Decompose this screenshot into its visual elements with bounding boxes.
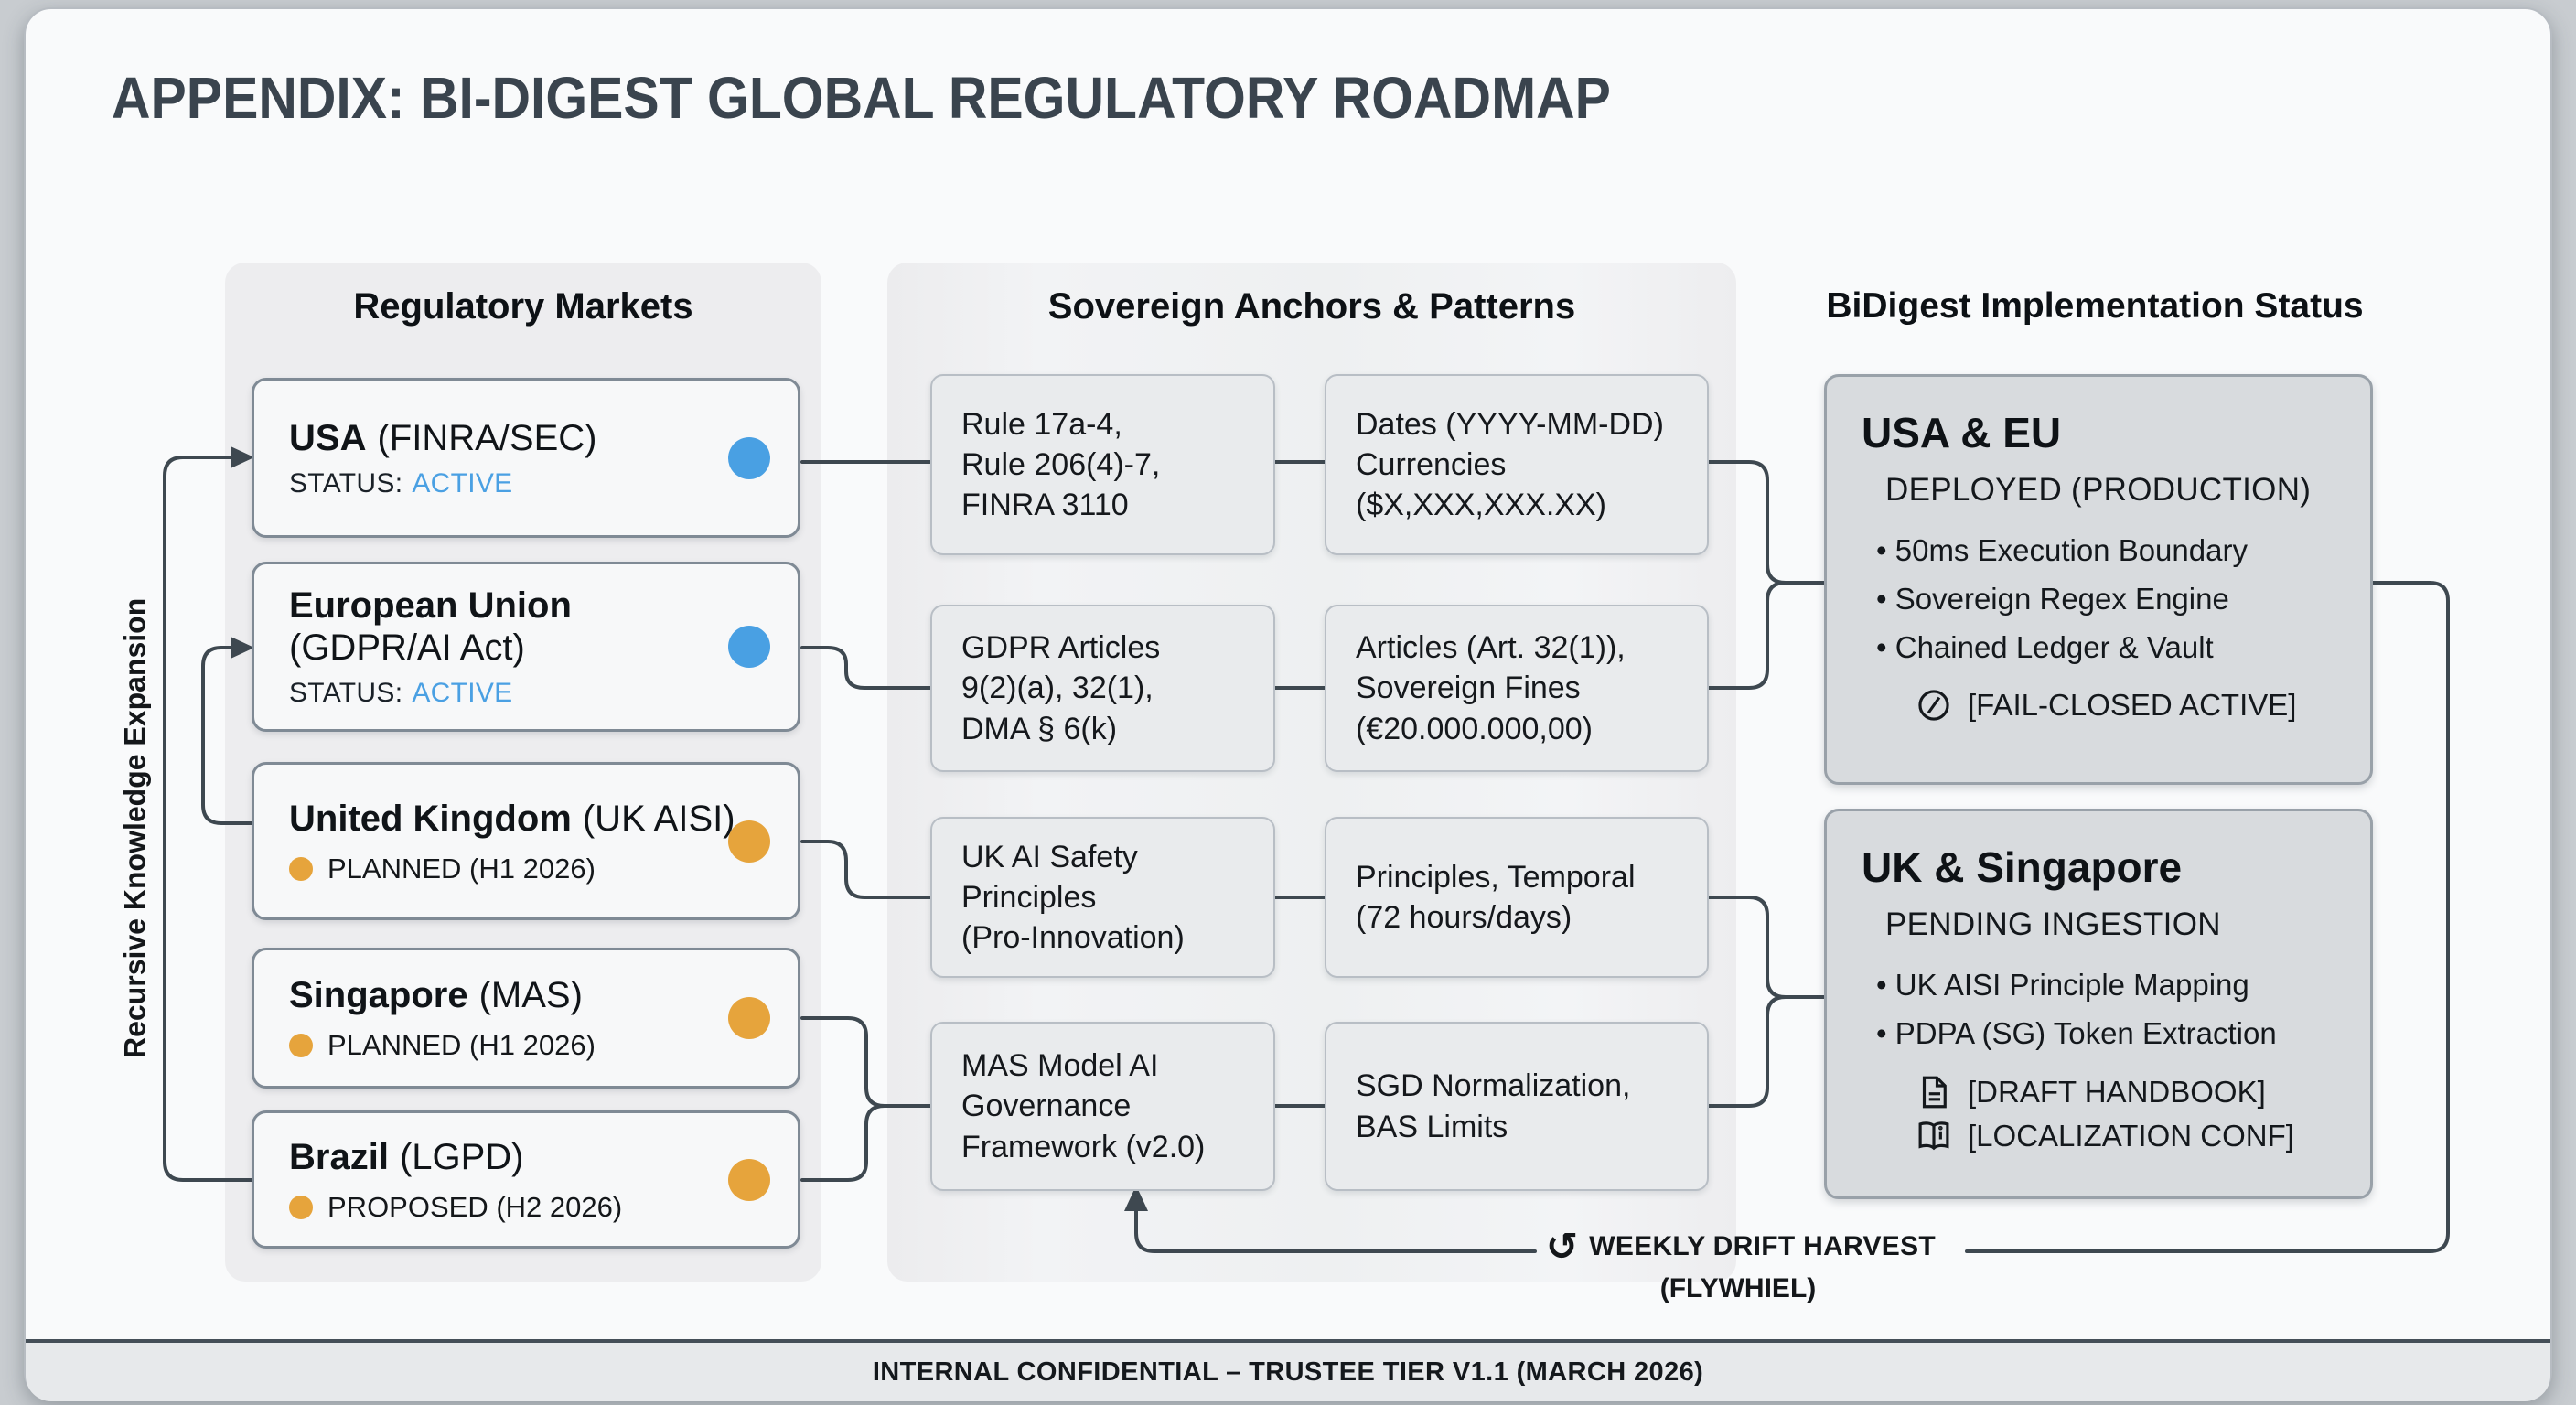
market-singapore-plan: PLANNED (H1 2026): [289, 1029, 798, 1062]
market-brazil-plan: PROPOSED (H2 2026): [289, 1191, 798, 1224]
anchor-box-uk: UK AI Safety Principles (Pro-Innovation): [930, 817, 1275, 978]
market-usa: USA (FINRA/SEC) STATUS: ACTIVE: [252, 378, 800, 538]
sovereign-anchors-header: Sovereign Anchors & Patterns: [1047, 286, 1576, 327]
market-eu: European Union (GDPR/AI Act) STATUS: ACTI…: [252, 562, 800, 732]
card-bullet: 50ms Execution Boundary: [1876, 527, 2335, 575]
pattern-box-usa: Dates (YYYY-MM-DD) Currencies ($X,XXX,XX…: [1325, 374, 1709, 555]
card-title: USA & EU: [1862, 409, 2062, 456]
market-usa-status: STATUS: ACTIVE: [289, 467, 513, 499]
footer: INTERNAL CONFIDENTIAL – TRUSTEE TIER V1.…: [26, 1339, 2550, 1401]
card-bullet: Chained Ledger & Vault: [1876, 624, 2335, 672]
pattern-box-sg-br: SGD Normalization, BAS Limits: [1325, 1022, 1709, 1191]
planned-bullet-dot: [289, 1034, 313, 1057]
market-eu-title: European Union: [289, 585, 572, 626]
card-bullet: UK AISI Principle Mapping: [1876, 961, 2335, 1010]
planned-indicator-dot: [728, 997, 770, 1039]
market-uk: United Kingdom (UK AISI) PLANNED (H1 2026…: [252, 762, 800, 920]
badge-label: [DRAFT HANDBOOK]: [1968, 1074, 2266, 1109]
document-icon: [1922, 1076, 1947, 1108]
counterclockwise-arrow-icon: ↺: [1546, 1224, 1579, 1269]
card-bullet: PDPA (SG) Token Extraction: [1876, 1010, 2335, 1058]
planned-bullet-dot: [289, 856, 313, 881]
card-status: DEPLOYED (PRODUCTION): [1885, 472, 2312, 508]
badge-label: [FAIL-CLOSED ACTIVE]: [1968, 688, 2297, 723]
pattern-box-uk: Principles, Temporal (72 hours/days): [1325, 817, 1709, 978]
pattern-box-eu: Articles (Art. 32(1)), Sovereign Fines (…: [1325, 605, 1709, 772]
open-book-icon: [1918, 1121, 1949, 1150]
market-eu-status: STATUS: ACTIVE: [289, 678, 513, 708]
weekly-drift-harvest-label: ↺ WEEKLY DRIFT HARVEST: [1546, 1228, 1936, 1266]
card-title: UK & Singapore: [1862, 843, 2183, 891]
proposed-bullet-dot: [289, 1195, 313, 1219]
fail-closed-badge: [FAIL-CLOSED ACTIVE]: [1915, 686, 2335, 724]
market-uk-title: United Kingdom (UK AISI): [289, 798, 735, 839]
page-title: APPENDIX: BI-DIGEST GLOBAL REGULATORY RO…: [112, 65, 1611, 131]
recursive-knowledge-expansion-label: Recursive Knowledge Expansion: [118, 597, 152, 1058]
implementation-status-header: BiDigest Implementation Status: [1826, 286, 2364, 326]
proposed-indicator-dot: [728, 1158, 770, 1201]
market-singapore: Singapore (MAS) PLANNED (H1 2026): [252, 948, 800, 1089]
card-bullet: Sovereign Regex Engine: [1876, 575, 2335, 624]
status-card-uk-singapore: UK & Singapore PENDING INGESTION UK AISI…: [1824, 809, 2373, 1199]
draft-handbook-badge: [DRAFT HANDBOOK]: [1915, 1073, 2335, 1111]
active-indicator-dot: [728, 436, 770, 479]
market-brazil-title: Brazil (LGPD): [289, 1136, 524, 1177]
active-indicator-dot: [728, 626, 770, 668]
market-brazil: Brazil (LGPD) PROPOSED (H2 2026): [252, 1110, 800, 1249]
market-uk-plan: PLANNED (H1 2026): [289, 853, 798, 885]
flywheel-sublabel: (FLYWHIEL): [1659, 1273, 1817, 1303]
flywheel-label-text: WEEKLY DRIFT HARVEST: [1589, 1231, 1937, 1261]
footer-text: INTERNAL CONFIDENTIAL – TRUSTEE TIER V1.…: [872, 1357, 1704, 1387]
status-card-usa-eu: USA & EU DEPLOYED (PRODUCTION) 50ms Exec…: [1824, 374, 2373, 785]
planned-indicator-dot: [728, 820, 770, 863]
card-bullet-list: 50ms Execution Boundary Sovereign Regex …: [1876, 527, 2335, 671]
card-bullet-list: UK AISI Principle Mapping PDPA (SG) Toke…: [1876, 961, 2335, 1058]
card-status: PENDING INGESTION: [1885, 906, 2221, 942]
localization-conf-badge: [LOCALIZATION CONF]: [1915, 1117, 2335, 1155]
fail-closed-icon: [1918, 690, 1949, 722]
badge-label: [LOCALIZATION CONF]: [1968, 1118, 2294, 1153]
market-eu-subtitle: (GDPR/AI Act): [289, 627, 525, 668]
market-singapore-title: Singapore (MAS): [289, 975, 583, 1015]
market-usa-title: USA (FINRA/SEC): [289, 417, 597, 458]
regulatory-markets-header: Regulatory Markets: [353, 286, 693, 327]
anchor-box-usa: Rule 17a-4, Rule 206(4)-7, FINRA 3110: [930, 374, 1275, 555]
anchor-box-sg-br: MAS Model AI Governance Framework (v2.0): [930, 1022, 1275, 1191]
anchor-box-eu: GDPR Articles 9(2)(a), 32(1), DMA § 6(k): [930, 605, 1275, 772]
